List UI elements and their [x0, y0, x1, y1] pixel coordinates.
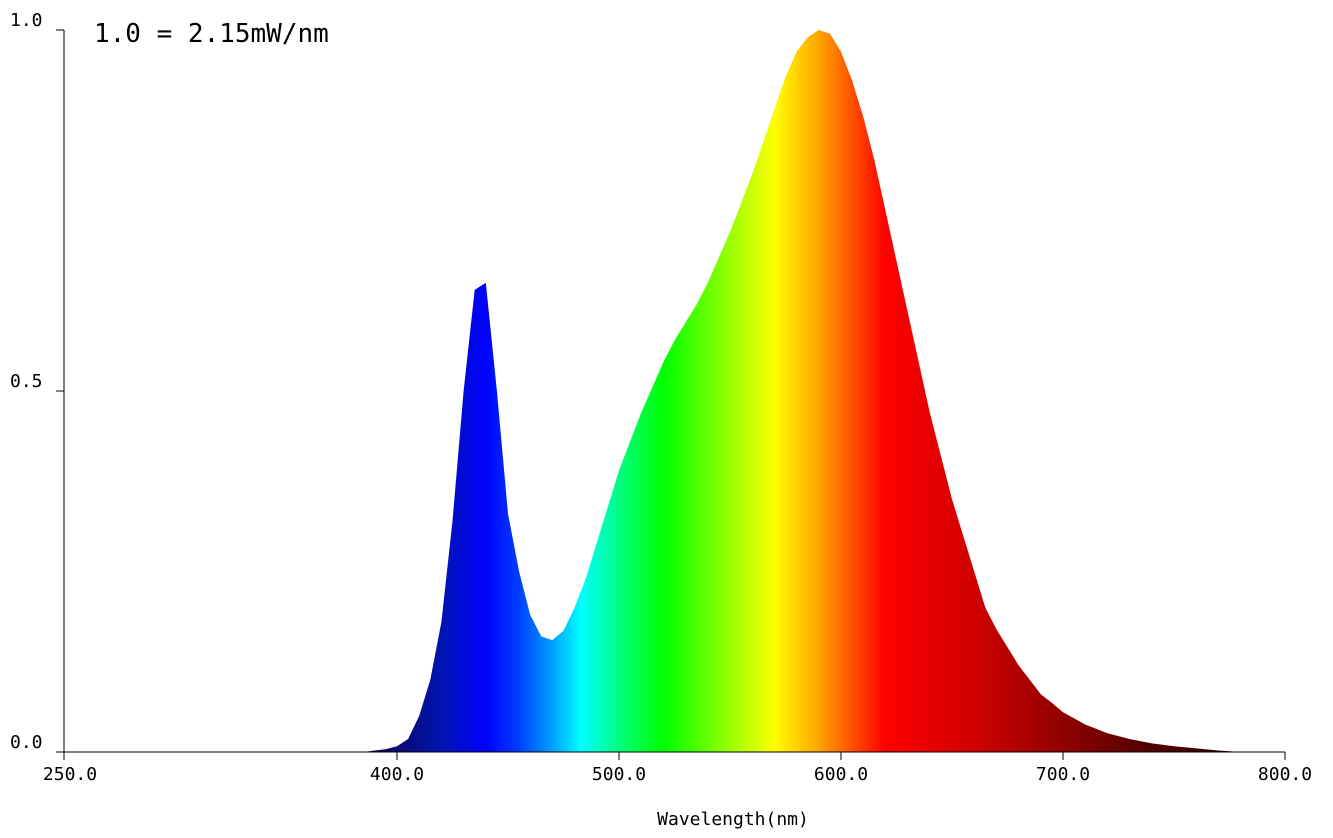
x-tick-label: 700.0 — [1036, 764, 1090, 785]
y-tick-label: 1.0 — [10, 10, 43, 31]
x-tick-label: 600.0 — [814, 764, 868, 785]
x-tick-label: 800.0 — [1258, 764, 1312, 785]
x-tick-label: 500.0 — [592, 764, 646, 785]
plot-area — [352, 30, 1263, 752]
y-tick-label: 0.5 — [10, 371, 43, 392]
spectrum-area — [352, 30, 1263, 752]
x-axis-title: Wavelength(nm) — [657, 809, 809, 830]
x-tick-label: 250.0 — [43, 764, 97, 785]
y-tick-label: 0.0 — [10, 732, 43, 753]
x-tick-label: 400.0 — [370, 764, 424, 785]
annotation-note: 1.0 = 2.15mW/nm — [94, 19, 329, 49]
ticks: 250.0 400.0 500.0 600.0 700.0 800.0 0.0 0.5 1.0 — [10, 10, 1312, 785]
